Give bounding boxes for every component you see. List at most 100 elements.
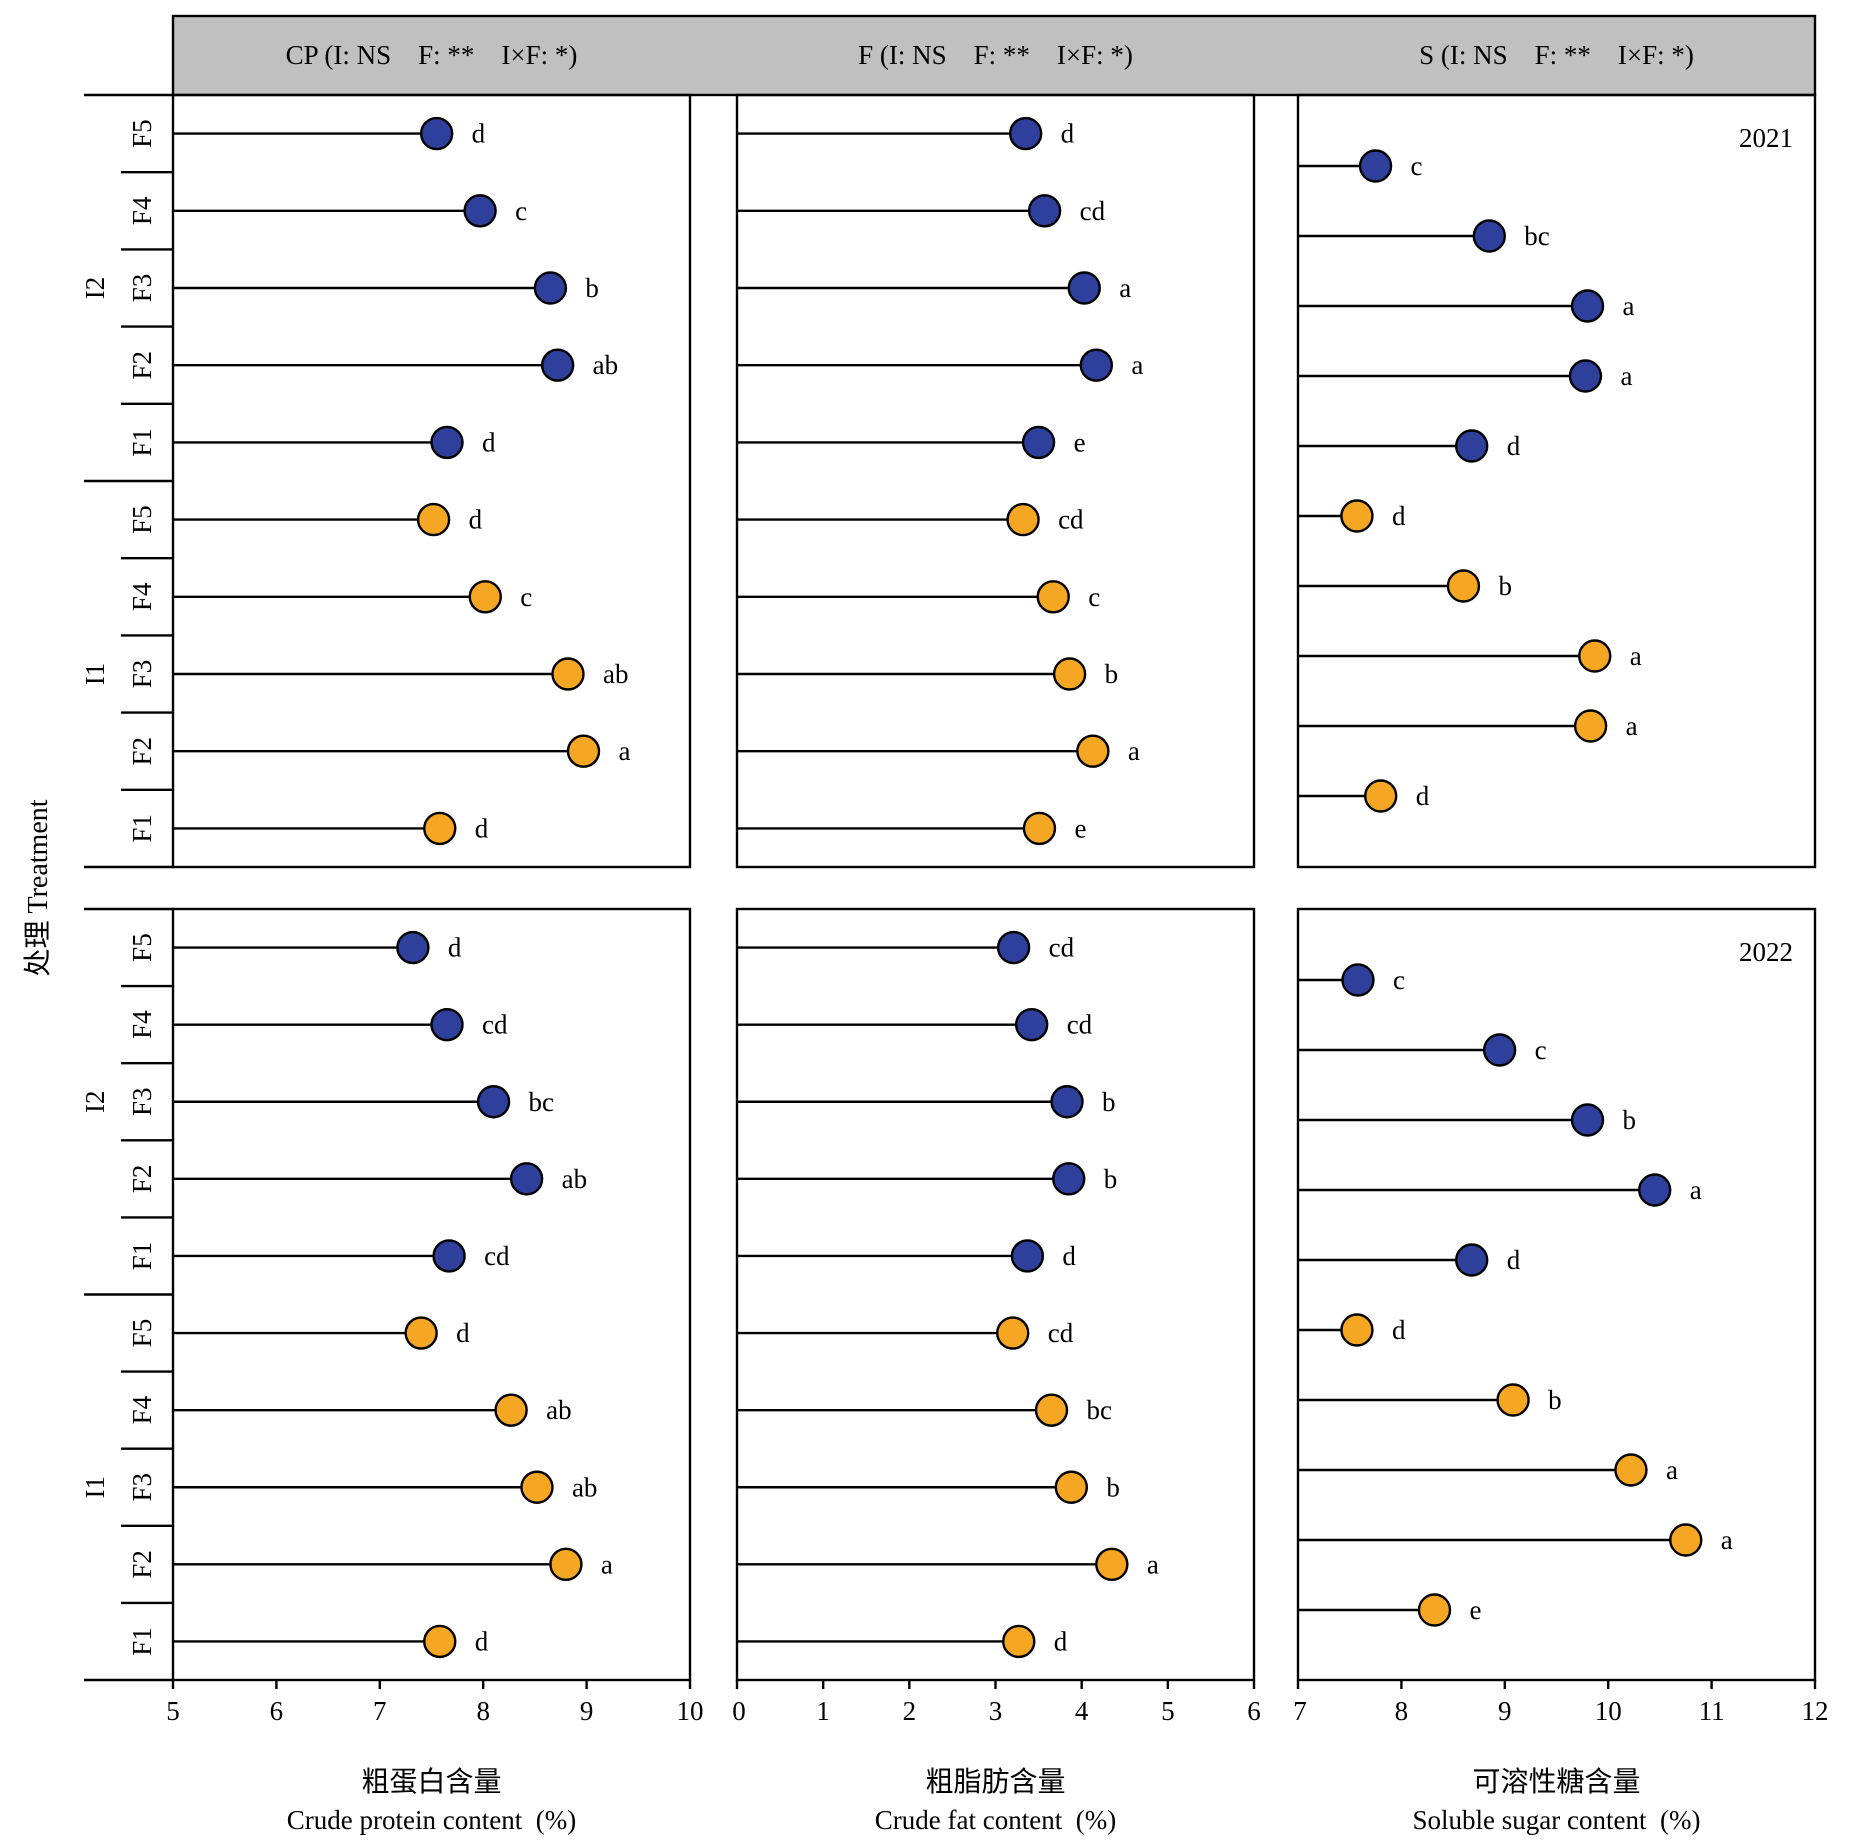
category-label: F5 — [127, 933, 157, 962]
data-point — [1067, 271, 1101, 305]
data-point — [1446, 569, 1481, 603]
panel-frame — [735, 93, 1256, 869]
data-point — [1050, 1085, 1084, 1119]
data-point — [996, 1316, 1030, 1350]
data-point — [430, 425, 464, 460]
x-axis-label-en: Soluble sugar content (%) — [1413, 1805, 1701, 1835]
category-label: F4 — [127, 1010, 157, 1039]
data-point — [494, 1393, 528, 1427]
significance-label: c — [1535, 1035, 1547, 1065]
data-point — [1358, 149, 1393, 183]
significance-label: bc — [1524, 221, 1550, 251]
significance-label: d — [1062, 1241, 1076, 1271]
significance-label: bc — [529, 1087, 555, 1117]
data-point — [1052, 657, 1087, 691]
significance-label: d — [1507, 1245, 1521, 1275]
significance-label: a — [1721, 1525, 1733, 1555]
significance-label: a — [1131, 350, 1143, 380]
year-label-2021: 2021 — [1739, 123, 1793, 153]
significance-label: a — [1630, 641, 1642, 671]
significance-label: b — [1623, 1105, 1637, 1135]
x-axis-label-en: Crude fat content (%) — [875, 1805, 1116, 1835]
significance-label: ab — [562, 1164, 587, 1194]
category-label: F3 — [127, 660, 157, 689]
group-label: I1 — [80, 1476, 110, 1499]
data-point — [1614, 1453, 1648, 1487]
data-point — [1570, 289, 1605, 323]
data-point — [1340, 1313, 1374, 1347]
data-point — [423, 1624, 457, 1659]
data-point — [1010, 1239, 1045, 1273]
significance-label: a — [601, 1549, 613, 1579]
group-label: I2 — [80, 277, 110, 300]
significance-label: d — [475, 813, 489, 843]
significance-label: d — [472, 119, 486, 149]
data-point — [1021, 425, 1056, 460]
significance-label: b — [1102, 1087, 1116, 1117]
significance-label: ab — [546, 1395, 571, 1425]
data-point — [1482, 1033, 1517, 1067]
header-band — [171, 14, 1817, 97]
category-label: F2 — [127, 1550, 157, 1579]
significance-label: e — [1074, 427, 1086, 457]
data-point — [1022, 811, 1057, 846]
significance-label: d — [469, 505, 483, 535]
group-label: I2 — [80, 1091, 110, 1114]
category-label: F1 — [127, 428, 157, 457]
x-tick-label: 1 — [816, 1696, 830, 1726]
panel-header-1: CP (I: NS F: ** I×F: *) — [286, 40, 578, 70]
data-point — [1472, 219, 1506, 253]
data-point — [463, 194, 497, 228]
data-point — [1095, 1547, 1129, 1582]
significance-label: c — [1393, 965, 1405, 995]
y-axis-title: 处理 Treatment — [22, 799, 54, 976]
significance-label: b — [1104, 1164, 1118, 1194]
data-point — [551, 657, 585, 691]
significance-label: bc — [1087, 1395, 1113, 1425]
category-label: F3 — [127, 1087, 157, 1116]
data-point — [1669, 1523, 1703, 1557]
significance-label: a — [1620, 361, 1632, 391]
category-label: F4 — [127, 1395, 157, 1424]
category-label: F3 — [127, 274, 157, 303]
category-label: F5 — [127, 1319, 157, 1348]
significance-label: d — [1392, 1315, 1406, 1345]
significance-label: cd — [1049, 933, 1075, 963]
category-label: F1 — [127, 1242, 157, 1271]
significance-label: d — [475, 1626, 489, 1656]
data-point — [1496, 1383, 1530, 1417]
panel-header-2: F (I: NS F: ** I×F: *) — [858, 40, 1133, 70]
significance-label: e — [1469, 1595, 1481, 1625]
significance-label: d — [456, 1318, 470, 1348]
data-point — [430, 1007, 464, 1042]
panel-header-3: S (I: NS F: ** I×F: *) — [1419, 40, 1694, 70]
significance-label: a — [1128, 736, 1140, 766]
data-point — [404, 1316, 438, 1350]
data-point — [1570, 1103, 1605, 1137]
significance-label: b — [1105, 659, 1119, 689]
significance-label: a — [1666, 1455, 1678, 1485]
significance-label: cd — [1058, 505, 1084, 535]
data-point — [1417, 1593, 1452, 1627]
significance-label: c — [520, 582, 532, 612]
data-point — [423, 811, 457, 846]
data-point — [468, 580, 502, 614]
significance-label: b — [585, 273, 599, 303]
significance-label: a — [1626, 711, 1638, 741]
data-point — [996, 930, 1031, 965]
data-point — [419, 116, 454, 151]
category-label: F4 — [127, 196, 157, 225]
significance-label: ab — [603, 659, 628, 689]
x-tick-label: 8 — [1395, 1696, 1409, 1726]
significance-label: d — [1507, 431, 1521, 461]
x-tick-label: 9 — [1498, 1696, 1512, 1726]
data-point — [1573, 709, 1608, 743]
data-point — [520, 1470, 554, 1504]
x-tick-label: 9 — [580, 1696, 594, 1726]
significance-label: a — [1623, 291, 1635, 321]
x-tick-label: 10 — [677, 1696, 704, 1726]
category-label: F5 — [127, 505, 157, 534]
x-tick-label: 7 — [373, 1696, 387, 1726]
significance-label: ab — [572, 1472, 597, 1502]
data-point — [476, 1085, 511, 1119]
